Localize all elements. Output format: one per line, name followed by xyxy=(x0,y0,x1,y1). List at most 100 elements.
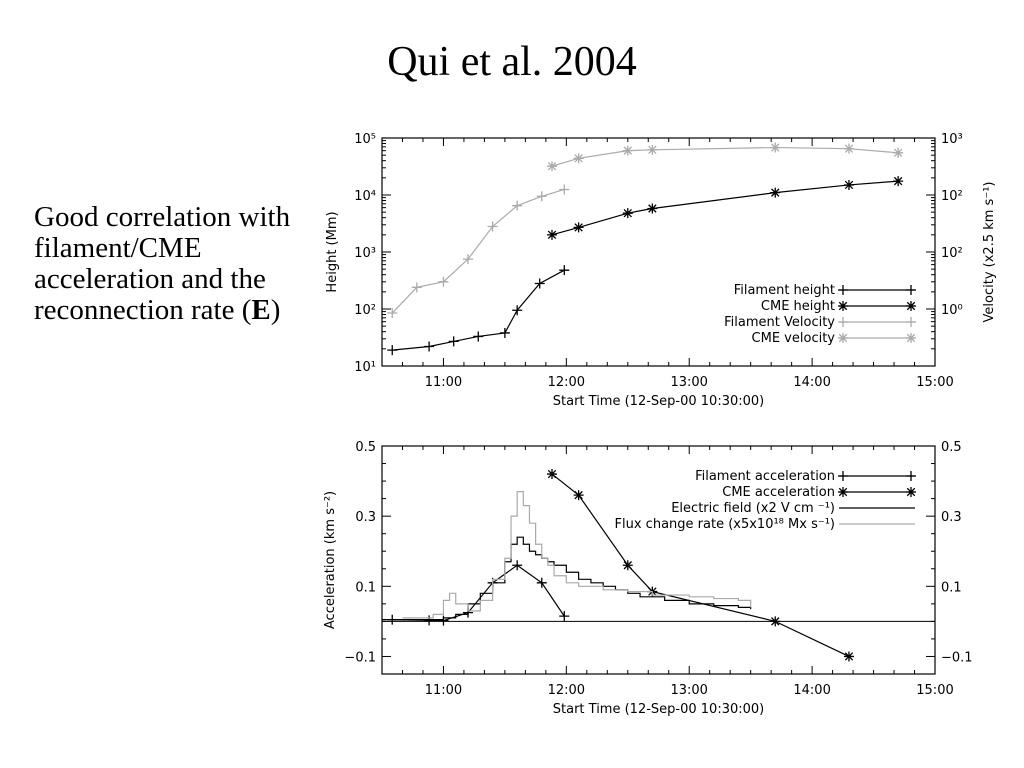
y-tick-label: 10⁵ xyxy=(354,132,376,147)
asterisk-marker xyxy=(647,144,658,155)
plus-marker xyxy=(536,577,547,588)
y-axis-label: Acceleration (km s⁻²) xyxy=(323,491,338,629)
y-tick-label: 0.5 xyxy=(355,440,376,455)
asterisk-marker xyxy=(647,203,658,214)
asterisk-marker xyxy=(546,229,557,240)
asterisk-marker xyxy=(573,490,584,501)
series-line xyxy=(551,180,899,236)
asterisk-marker xyxy=(906,487,916,497)
series-line xyxy=(392,269,565,351)
plus-marker xyxy=(838,471,848,481)
plus-marker xyxy=(838,285,848,295)
y-right-tick-label: 10² xyxy=(941,246,963,261)
x-tick-label: 14:00 xyxy=(793,683,830,698)
y-right-tick-label: 10² xyxy=(941,189,963,204)
plus-marker xyxy=(387,308,398,319)
slide-title: Qui et al. 2004 xyxy=(387,39,637,85)
plus-marker xyxy=(906,285,916,295)
legend-label: CME height xyxy=(761,299,835,314)
series-line xyxy=(402,491,752,619)
chart-2: 11:00 12:00 13:00 14:00 15:00 Start Time (12-… xyxy=(323,440,973,717)
y-right-tick-label: 10³ xyxy=(941,132,963,147)
x-tick-label: 15:00 xyxy=(916,375,953,390)
series-line xyxy=(392,564,565,622)
plus-marker xyxy=(473,331,484,342)
plus-marker xyxy=(536,191,547,202)
x-tick-label: 14:00 xyxy=(793,375,830,390)
legend-label: Filament height xyxy=(734,283,835,298)
series-line xyxy=(551,146,899,167)
y-right-tick-label: −0.1 xyxy=(941,650,973,665)
asterisk-marker xyxy=(838,301,848,311)
plus-marker xyxy=(424,341,435,352)
asterisk-marker xyxy=(838,487,848,497)
legend-label: CME velocity xyxy=(752,331,836,346)
asterisk-marker xyxy=(838,333,848,343)
plus-marker xyxy=(559,611,570,622)
series-line xyxy=(551,473,850,658)
plus-marker xyxy=(906,317,916,327)
y-tick-label: −0.1 xyxy=(344,650,376,665)
side-text-bold: E xyxy=(251,294,271,326)
y-tick-label: 10² xyxy=(354,303,376,318)
series-cme-velocity xyxy=(546,142,904,172)
y-tick-label: 10³ xyxy=(354,246,376,261)
plus-marker xyxy=(838,317,848,327)
plus-marker xyxy=(438,615,449,626)
legend-label: Electric field (x2 V cm ⁻¹) xyxy=(671,501,835,516)
x-tick-label: 12:00 xyxy=(548,375,585,390)
legend-label: Filament Velocity xyxy=(724,315,835,330)
asterisk-marker xyxy=(622,560,633,571)
asterisk-marker xyxy=(770,187,781,198)
x-tick-label: 13:00 xyxy=(670,375,707,390)
series-filament-acceleration xyxy=(387,560,570,626)
plus-marker xyxy=(411,282,422,293)
x-axis-label: Start Time (12-Sep-00 10:30:00) xyxy=(553,394,764,409)
y-right-tick-label: 0.5 xyxy=(941,440,962,455)
series-cme-height xyxy=(546,176,904,240)
asterisk-marker xyxy=(573,153,584,164)
legend-label: CME acceleration xyxy=(722,485,835,500)
y-right-tick-label: 10⁰ xyxy=(941,303,963,318)
asterisk-marker xyxy=(770,142,781,153)
asterisk-marker xyxy=(622,208,633,219)
legend-label: Filament acceleration xyxy=(695,469,835,484)
plus-marker xyxy=(559,184,570,195)
series-filament-height xyxy=(387,265,570,356)
plus-marker xyxy=(448,336,459,347)
y-right-tick-label: 0.1 xyxy=(941,580,962,595)
plus-marker xyxy=(534,278,545,289)
asterisk-marker xyxy=(770,616,781,627)
asterisk-marker xyxy=(893,176,904,187)
x-tick-label: 11:00 xyxy=(425,683,462,698)
y-tick-label: 10¹ xyxy=(354,360,376,375)
x-tick-label: 13:00 xyxy=(670,683,707,698)
plus-marker xyxy=(906,471,916,481)
y-right-tick-label: 0.3 xyxy=(941,510,962,525)
asterisk-marker xyxy=(546,469,557,480)
asterisk-marker xyxy=(622,145,633,156)
plus-marker xyxy=(512,200,523,211)
y-axis-label: Height (Mm) xyxy=(325,211,340,292)
asterisk-marker xyxy=(906,301,916,311)
plus-marker xyxy=(463,254,474,265)
plus-marker xyxy=(499,327,510,338)
plus-marker xyxy=(438,276,449,287)
asterisk-marker xyxy=(843,179,854,190)
asterisk-marker xyxy=(546,161,557,172)
y-tick-label: 0.3 xyxy=(355,510,376,525)
side-text: Good correlation with filament/CME accel… xyxy=(34,202,324,326)
asterisk-marker xyxy=(893,147,904,158)
plus-marker xyxy=(387,345,398,356)
asterisk-marker xyxy=(906,333,916,343)
plus-marker xyxy=(424,615,435,626)
plus-marker xyxy=(559,265,570,276)
series-group xyxy=(382,469,854,662)
side-text-body: Good correlation with filament/CME accel… xyxy=(34,201,291,326)
plot-frame xyxy=(381,445,936,675)
asterisk-marker xyxy=(573,222,584,233)
x-tick-label: 12:00 xyxy=(548,683,585,698)
asterisk-marker xyxy=(843,651,854,662)
series-filament-velocity xyxy=(387,184,570,319)
